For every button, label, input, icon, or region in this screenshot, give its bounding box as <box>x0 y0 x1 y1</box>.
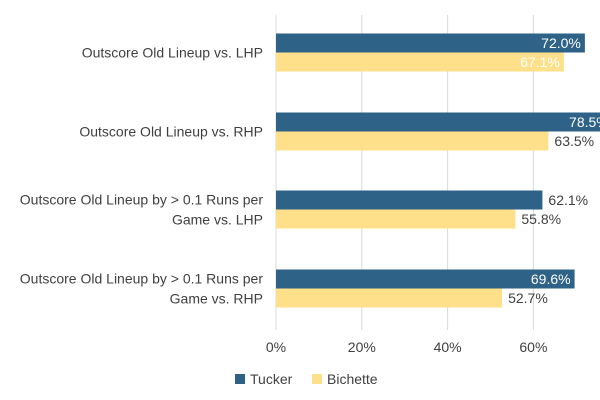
data-label-bichette-3: 52.7% <box>508 290 548 306</box>
legend-swatch-tucker <box>235 374 245 384</box>
bar-tucker-1 <box>276 113 600 132</box>
legend-label-bichette: Bichette <box>327 371 378 387</box>
bar-bichette-2 <box>276 210 515 229</box>
bars: 72.0% 67.1% 78.5% 63.5% 62.1% 55.8% 69.6% 52.7% <box>276 34 600 308</box>
data-label-bichette-2: 55.8% <box>521 211 561 227</box>
bar-bichette-1 <box>276 132 548 151</box>
category-label-2: Outscore Old Lineup by > 0.1 Runs per Gam… <box>20 192 264 228</box>
bar-tucker-2 <box>276 191 542 210</box>
x-tick-label-3: 60% <box>519 339 547 355</box>
x-tick-label-2: 40% <box>434 339 462 355</box>
x-axis-ticks: 0% 20% 40% 60% <box>266 339 548 355</box>
category-label-0: Outscore Old Lineup vs. LHP <box>82 45 263 61</box>
data-label-bichette-0: 67.1% <box>520 54 560 70</box>
legend-swatch-bichette <box>312 374 322 384</box>
x-tick-label-1: 20% <box>348 339 376 355</box>
legend: Tucker Bichette <box>235 371 378 387</box>
category-label-3: Outscore Old Lineup by > 0.1 Runs per Gam… <box>20 271 264 307</box>
bar-bichette-3 <box>276 289 502 308</box>
data-label-tucker-3: 69.6% <box>531 271 571 287</box>
legend-label-tucker: Tucker <box>250 371 293 387</box>
data-label-tucker-1: 78.5% <box>569 114 600 130</box>
bar-tucker-3 <box>276 270 575 289</box>
bar-tucker-0 <box>276 34 585 53</box>
data-label-tucker-2: 62.1% <box>548 192 588 208</box>
data-label-bichette-1: 63.5% <box>554 133 594 149</box>
category-label-1: Outscore Old Lineup vs. RHP <box>79 124 263 140</box>
x-tick-label-0: 0% <box>266 339 286 355</box>
data-label-tucker-0: 72.0% <box>541 35 581 51</box>
category-labels: Outscore Old Lineup vs. LHP Outscore Old … <box>20 45 264 307</box>
